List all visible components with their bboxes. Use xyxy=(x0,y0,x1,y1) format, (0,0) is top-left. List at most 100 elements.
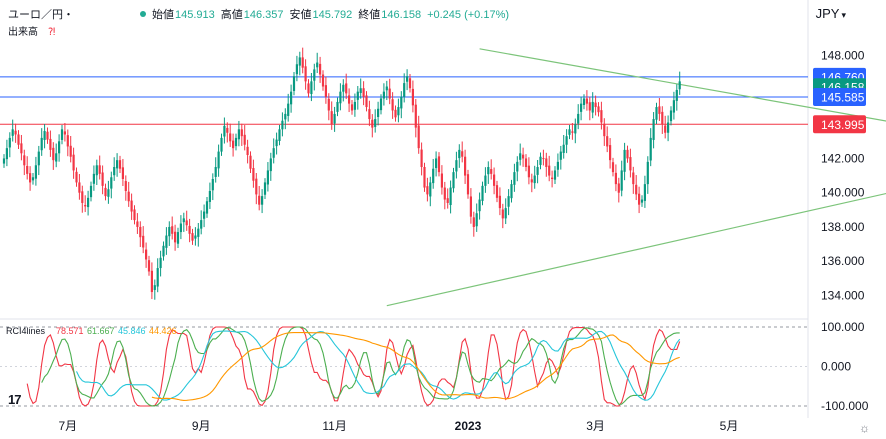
candle-body xyxy=(522,154,525,159)
settings-icon[interactable]: ☼ xyxy=(859,421,870,435)
candle-body xyxy=(519,153,522,160)
candle-body xyxy=(443,187,446,200)
candle-body xyxy=(562,144,565,153)
candle-body xyxy=(179,223,182,233)
candle-body xyxy=(46,131,49,140)
currency-selector[interactable]: JPY ▾ xyxy=(816,6,846,21)
candle-body xyxy=(11,129,14,136)
candle-body xyxy=(87,197,90,208)
candle-body xyxy=(153,285,156,290)
candle-body xyxy=(411,88,414,106)
candle-body xyxy=(626,149,629,159)
candle-body xyxy=(362,88,365,97)
candle-body xyxy=(603,123,606,137)
rci-tick-label: 100.000 xyxy=(821,320,865,334)
candle-body xyxy=(609,145,612,161)
price-tick-label: 140.000 xyxy=(821,186,865,200)
candle-body xyxy=(37,151,40,166)
candle-body xyxy=(258,195,261,205)
change-value: +0.245 (+0.17%) xyxy=(427,9,510,21)
candle-body xyxy=(269,158,272,172)
candle-body xyxy=(565,136,568,145)
candle-body xyxy=(69,145,72,157)
price-label-text: 145.585 xyxy=(821,91,865,105)
candle-body xyxy=(298,57,301,66)
candle-body xyxy=(504,208,507,219)
candle-body xyxy=(113,167,116,176)
candle-body xyxy=(487,167,490,175)
candle-body xyxy=(623,149,626,172)
candle-body xyxy=(66,135,69,147)
rci-value: 78.571 xyxy=(56,326,84,336)
candle-body xyxy=(481,185,484,201)
candle-body xyxy=(272,148,275,158)
candle-body xyxy=(530,179,533,183)
candle-body xyxy=(194,235,197,239)
hidden-eye-icon[interactable]: ⁈ xyxy=(48,27,56,38)
candle-body xyxy=(150,270,153,293)
candle-body xyxy=(101,172,104,186)
candle-body xyxy=(611,162,615,173)
candle-body xyxy=(388,88,391,99)
candle-body xyxy=(130,200,133,212)
candle-body xyxy=(304,66,307,82)
candle-body xyxy=(142,235,145,248)
candle-body xyxy=(606,136,609,147)
time-tick-label: 9月 xyxy=(192,419,211,433)
candle-body xyxy=(548,165,551,176)
candle-body xyxy=(449,187,452,206)
candle-body xyxy=(426,186,429,195)
candle-body xyxy=(23,155,26,166)
candle-body xyxy=(284,113,287,120)
candle-body xyxy=(31,177,35,181)
candle-body xyxy=(464,156,467,176)
candle-body xyxy=(8,137,11,148)
candle-body xyxy=(89,185,93,198)
candle-body xyxy=(136,221,139,227)
candle-body xyxy=(640,199,644,203)
currency-label: JPY xyxy=(815,6,840,21)
candle-body xyxy=(252,168,255,181)
candle-body xyxy=(147,260,151,272)
high-value: 146.357 xyxy=(243,9,284,21)
candle-body xyxy=(359,88,362,94)
candle-body xyxy=(394,109,397,118)
candle-body xyxy=(440,173,443,188)
candle-body xyxy=(649,137,652,161)
candle-body xyxy=(301,57,304,68)
candle-body xyxy=(597,106,600,113)
candle-body xyxy=(321,74,325,87)
candle-body xyxy=(205,201,209,214)
candle-body xyxy=(472,217,475,227)
candle-body xyxy=(374,119,377,127)
candle-body xyxy=(243,134,246,145)
candle-body xyxy=(638,193,641,205)
candle-body xyxy=(307,83,310,94)
candle-body xyxy=(116,160,119,169)
candle-body xyxy=(107,189,110,197)
low-value: 145.792 xyxy=(312,9,353,21)
symbol-name[interactable]: ユーロ／円・ xyxy=(8,9,74,21)
candle-body xyxy=(313,69,316,81)
candle-body xyxy=(200,220,203,229)
trendline xyxy=(479,48,886,122)
candle-body xyxy=(620,170,623,191)
time-tick-label: 3月 xyxy=(586,419,605,433)
candle-body xyxy=(345,83,348,94)
candle-body xyxy=(316,62,319,68)
time-tick-label: 5月 xyxy=(720,419,739,433)
candle-body xyxy=(223,125,226,137)
candle-body xyxy=(658,106,661,114)
rci-series-line xyxy=(26,326,681,407)
close-label: 終値 xyxy=(358,9,381,21)
candle-body xyxy=(52,147,55,161)
candle-body xyxy=(330,111,333,125)
candle-body xyxy=(165,235,168,248)
candle-body xyxy=(632,172,635,185)
candle-body xyxy=(461,151,464,157)
rci-series-line xyxy=(151,332,680,401)
candle-body xyxy=(191,233,194,241)
candle-body xyxy=(174,231,177,243)
candle-body xyxy=(287,103,290,116)
